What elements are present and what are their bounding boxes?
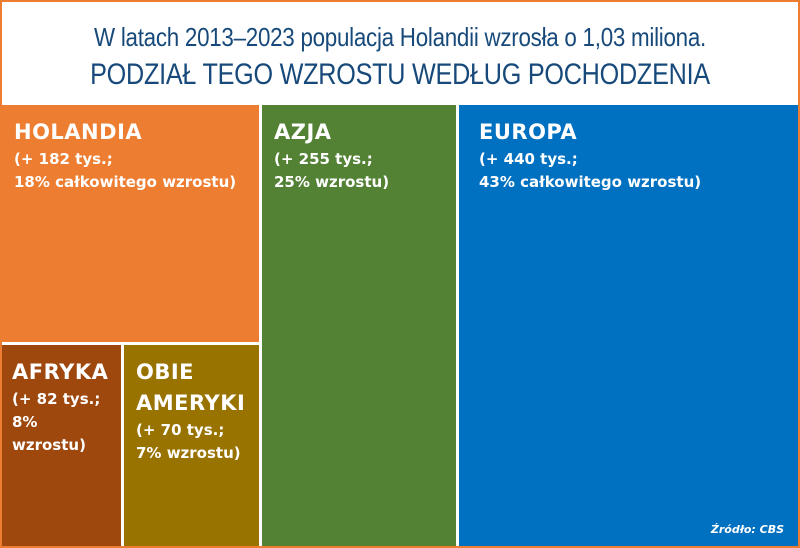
tile-share: 43% całkowitego wzrostu) <box>479 173 702 191</box>
tile-share: 8% wzrostu) <box>12 413 86 454</box>
chart-title: W latach 2013–2023 populacja Holandii wz… <box>94 22 706 52</box>
tile-value: (+ 440 tys.; <box>479 150 578 168</box>
tile-value: (+ 70 tys.; <box>136 421 225 439</box>
tile-europa: EUROPA (+ 440 tys.; 43% całkowitego wzro… <box>459 105 798 546</box>
chart-subtitle: PODZIAŁ TEGO WZROSTU WEDŁUG POCHODZENIA <box>90 58 710 91</box>
tile-share: 18% całkowitego wzrostu) <box>14 173 237 191</box>
tile-azja: AZJA (+ 255 tys.; 25% wzrostu) <box>262 105 456 546</box>
tile-share: 25% wzrostu) <box>274 173 390 191</box>
tile-value: (+ 182 tys.; <box>14 150 113 168</box>
tile-value: (+ 82 tys.; <box>12 390 101 408</box>
tile-label: AZJA <box>274 120 332 144</box>
tile-label: EUROPA <box>479 120 578 144</box>
source-note: Źródło: CBS <box>710 523 784 536</box>
tile-holandia: HOLANDIA (+ 182 tys.; 18% całkowitego wz… <box>2 105 259 342</box>
tile-label: OBIE <box>136 360 195 384</box>
tile-share: 7% wzrostu) <box>136 444 241 462</box>
tile-value: (+ 255 tys.; <box>274 150 373 168</box>
tile-label: AMERYKI <box>136 391 246 415</box>
tile-obie-ameryki: OBIE AMERYKI (+ 70 tys.; 7% wzrostu) <box>124 345 259 546</box>
tile-label: AFRYKA <box>12 360 109 384</box>
tile-afryka: AFRYKA (+ 82 tys.; 8% wzrostu) <box>2 345 121 546</box>
tile-label: HOLANDIA <box>14 120 143 144</box>
